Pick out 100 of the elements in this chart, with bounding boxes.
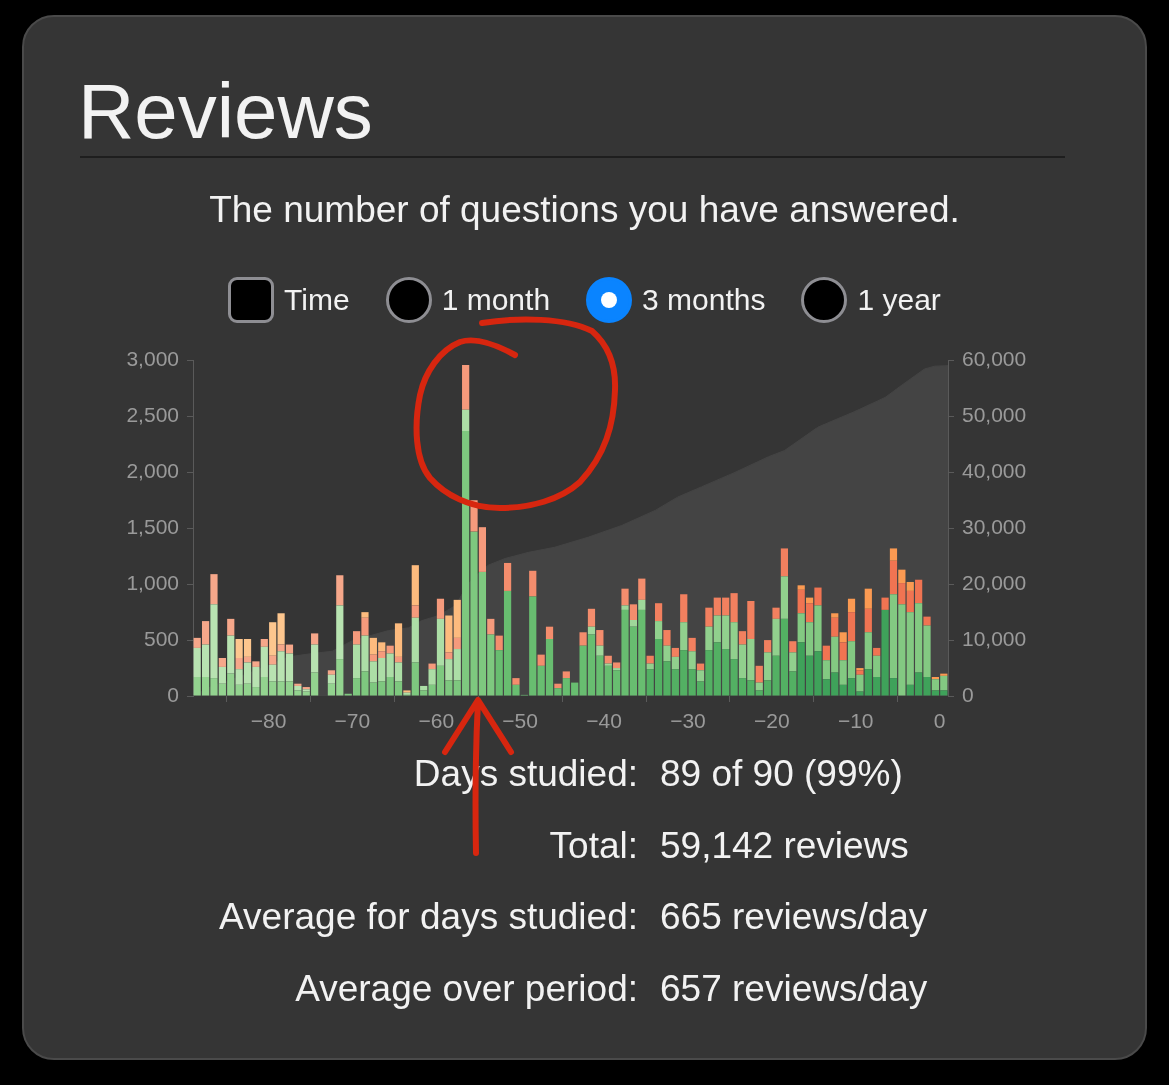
bar [654, 621, 663, 639]
bar [629, 619, 638, 627]
bar [260, 638, 268, 647]
bar [445, 652, 453, 660]
bar [411, 565, 419, 606]
chart-title: Reviews [78, 67, 373, 155]
y2-tick-label: 20,000 [962, 571, 1027, 594]
bar [579, 632, 587, 646]
y2-tick-label: 50,000 [962, 403, 1027, 427]
bar [453, 599, 461, 638]
bar [311, 644, 319, 673]
bar [537, 654, 545, 666]
bar [671, 647, 679, 657]
x-tick-label: −50 [502, 709, 538, 733]
bar [487, 618, 495, 635]
bar [453, 637, 461, 650]
bar [688, 637, 696, 652]
bar [596, 630, 604, 646]
bar [847, 612, 856, 642]
bar [453, 649, 461, 681]
y2-tick-label: 30,000 [962, 515, 1027, 539]
bar [361, 612, 369, 618]
text: Total: [549, 824, 638, 866]
bar [327, 674, 336, 684]
text: 665 reviews/day [660, 896, 928, 937]
text: 1 year [857, 283, 941, 316]
bar [864, 588, 872, 609]
bar [663, 630, 671, 646]
bar [394, 623, 403, 657]
bar [545, 626, 554, 639]
bar [856, 670, 864, 675]
text: 89 of 90 (99%) [660, 753, 903, 794]
bar [831, 613, 839, 618]
bar [847, 598, 856, 613]
text: 3 months [642, 283, 766, 316]
bar [638, 599, 646, 610]
bar [436, 598, 445, 619]
bar [831, 617, 839, 637]
text: Time [284, 283, 350, 316]
bar [386, 645, 394, 654]
bar [445, 615, 453, 653]
x-tick-label: −80 [250, 709, 287, 733]
y2-tick-label: 10,000 [962, 626, 1027, 650]
bar [495, 635, 503, 651]
bar [764, 640, 772, 653]
bar [428, 663, 436, 670]
bar [327, 670, 336, 675]
bar [596, 645, 604, 656]
bar [772, 607, 780, 619]
bar [889, 548, 898, 561]
x-tick-label: −70 [334, 709, 371, 733]
bar [923, 616, 931, 626]
bar [462, 365, 470, 410]
bar [529, 570, 537, 597]
bar [554, 683, 562, 689]
bar [311, 633, 319, 645]
bar [503, 562, 512, 591]
bar [881, 597, 889, 610]
text: Average for days studied: [219, 896, 638, 937]
bar [411, 617, 419, 663]
bar [336, 575, 344, 606]
bar [864, 608, 872, 633]
x-tick-label: −30 [670, 709, 706, 733]
text: Average over period: [295, 967, 638, 1009]
bar [696, 670, 705, 682]
y2-tick-label: 0 [962, 682, 974, 706]
bar [210, 574, 218, 605]
bar [680, 622, 688, 651]
bar [755, 665, 763, 683]
bar [227, 618, 235, 636]
bar [336, 605, 344, 660]
bar [587, 608, 596, 627]
bar [839, 642, 847, 661]
y-tick-label: 1,000 [126, 571, 179, 594]
y-tick-label: 0 [167, 682, 179, 706]
bar [512, 678, 520, 685]
bar [269, 655, 277, 665]
bar [562, 671, 570, 679]
bar [646, 655, 654, 664]
bar [780, 576, 789, 619]
text: 657 reviews/day [660, 967, 928, 1009]
bar [789, 652, 797, 672]
x-tick-label: −40 [586, 709, 622, 733]
bar [822, 645, 830, 661]
bar [780, 548, 789, 577]
bar [654, 603, 663, 622]
bar [462, 409, 470, 432]
y-tick-label: 2,000 [126, 459, 179, 483]
y-tick-label: 500 [143, 626, 179, 650]
x-tick-label: −10 [837, 709, 874, 733]
text: 1 month [441, 283, 551, 316]
bar [898, 569, 906, 584]
bar [411, 605, 419, 618]
bar [638, 578, 646, 600]
bar [856, 668, 864, 671]
x-tick-label: 0 [933, 709, 946, 733]
text: 59,142 reviews [660, 824, 909, 866]
x-tick-label: −60 [418, 709, 455, 733]
bar [587, 626, 596, 635]
chart-subtitle: The number of questions you have answered. [208, 189, 961, 230]
